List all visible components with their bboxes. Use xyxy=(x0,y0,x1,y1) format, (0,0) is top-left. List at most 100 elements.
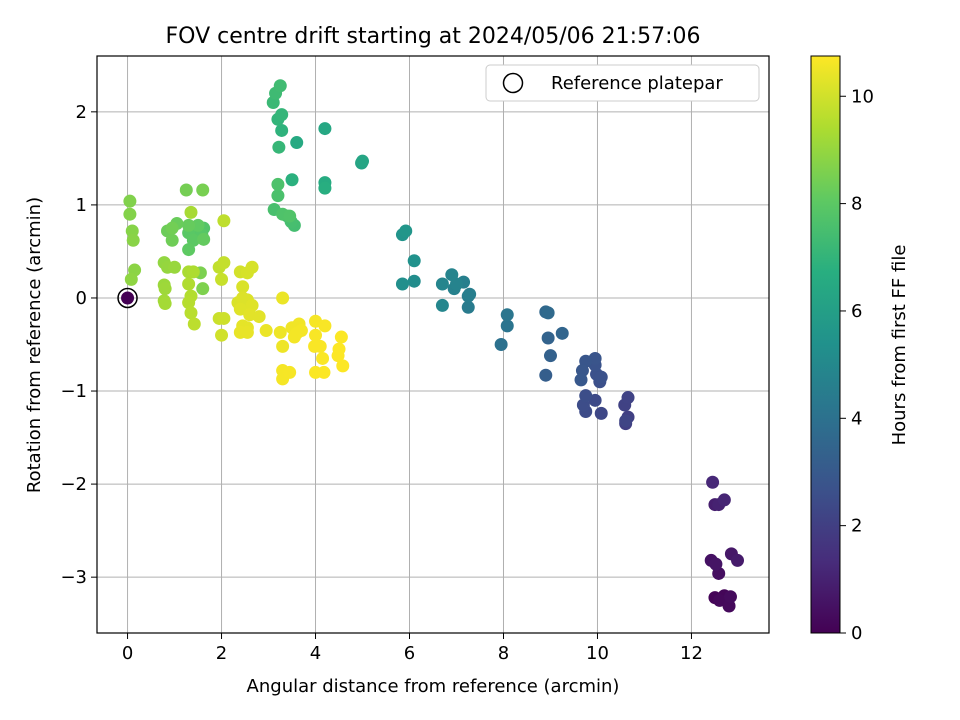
data-point xyxy=(543,349,557,363)
data-point xyxy=(500,319,514,333)
data-point xyxy=(158,297,172,311)
data-point xyxy=(271,189,285,203)
data-point xyxy=(276,339,290,353)
data-point xyxy=(331,349,345,363)
colorbar-tick-label: 2 xyxy=(851,516,862,537)
data-point xyxy=(709,557,723,571)
data-point xyxy=(494,338,508,351)
data-point xyxy=(124,272,138,286)
data-point xyxy=(184,306,198,320)
data-point xyxy=(318,122,332,136)
y-tick-label: −3 xyxy=(60,567,87,588)
data-point xyxy=(435,298,449,312)
data-point xyxy=(356,154,370,168)
data-point xyxy=(283,209,297,223)
data-point xyxy=(594,370,608,384)
chart-title: FOV centre drift starting at 2024/05/06 … xyxy=(166,24,701,49)
data-point xyxy=(294,324,308,338)
data-point xyxy=(399,224,413,238)
x-tick-label: 10 xyxy=(586,643,609,664)
x-axis-ticks: 0 2 4 6 8 10 12 xyxy=(122,633,703,664)
data-point xyxy=(191,218,205,232)
data-points xyxy=(121,79,745,613)
data-point xyxy=(123,207,137,221)
data-point xyxy=(252,310,266,324)
data-point xyxy=(196,183,210,197)
data-point xyxy=(541,306,555,320)
colorbar-tick-label: 8 xyxy=(851,194,862,215)
data-point xyxy=(187,317,201,331)
y-tick-label: 2 xyxy=(76,102,87,123)
data-point xyxy=(271,177,285,191)
y-tick-label: −1 xyxy=(60,381,87,402)
colorbar xyxy=(810,55,841,634)
data-point xyxy=(731,553,745,567)
data-point xyxy=(236,280,250,294)
data-point xyxy=(273,79,287,93)
colorbar-tick-label: 4 xyxy=(851,408,862,429)
x-tick-label: 4 xyxy=(310,643,321,664)
data-point xyxy=(539,368,553,382)
data-point xyxy=(259,324,273,338)
x-tick-label: 8 xyxy=(498,643,509,664)
data-point xyxy=(717,493,731,507)
data-point xyxy=(316,351,330,365)
legend-label: Reference platepar xyxy=(551,73,723,94)
colorbar-tick-label: 6 xyxy=(851,301,862,322)
y-tick-label: 1 xyxy=(76,195,87,216)
colorbar-tick-label: 0 xyxy=(851,623,862,644)
legend-marker-icon xyxy=(502,72,524,94)
data-point xyxy=(706,475,720,489)
data-point xyxy=(165,221,179,235)
y-tick-label: −2 xyxy=(60,474,87,495)
x-tick-label: 12 xyxy=(680,643,703,664)
data-point xyxy=(217,311,231,325)
y-axis-label: Rotation from reference (arcmin) xyxy=(24,197,45,493)
data-point xyxy=(290,136,304,150)
data-point xyxy=(165,233,179,247)
x-tick-label: 0 xyxy=(122,643,133,664)
data-point xyxy=(168,260,182,274)
data-point xyxy=(233,302,247,316)
data-point xyxy=(619,414,633,428)
legend-box xyxy=(485,64,760,102)
data-point xyxy=(182,296,196,310)
data-point xyxy=(158,282,172,296)
data-point xyxy=(407,254,421,268)
data-point xyxy=(182,243,196,257)
plot-frame xyxy=(96,55,770,634)
data-point xyxy=(196,282,210,296)
data-point xyxy=(555,326,569,340)
data-point xyxy=(579,389,593,403)
data-point xyxy=(197,232,211,246)
data-point xyxy=(184,205,198,219)
data-point xyxy=(541,331,555,345)
data-point xyxy=(182,218,196,232)
reference-marker-ring xyxy=(117,287,138,309)
data-point xyxy=(463,287,477,301)
reference-platepar-marker xyxy=(117,287,138,309)
data-point xyxy=(395,277,409,291)
data-point xyxy=(240,325,254,339)
data-point xyxy=(309,328,323,342)
data-point xyxy=(318,181,332,195)
data-point xyxy=(435,277,449,291)
data-point xyxy=(179,183,193,197)
colorbar-tick-label: 10 xyxy=(851,86,874,107)
data-point xyxy=(283,365,297,379)
data-point xyxy=(334,330,348,344)
data-point xyxy=(186,265,200,279)
data-point xyxy=(723,590,737,604)
legend: Reference platepar xyxy=(485,64,760,102)
data-point xyxy=(215,328,229,342)
data-point xyxy=(594,406,608,420)
data-point xyxy=(318,319,332,333)
colorbar-label: Hours from first FF file xyxy=(889,245,910,446)
x-axis-label: Angular distance from reference (arcmin) xyxy=(247,676,620,697)
data-point xyxy=(407,274,421,288)
data-point xyxy=(574,373,588,387)
data-point xyxy=(336,359,350,373)
x-tick-label: 2 xyxy=(216,643,227,664)
data-point xyxy=(500,308,514,322)
